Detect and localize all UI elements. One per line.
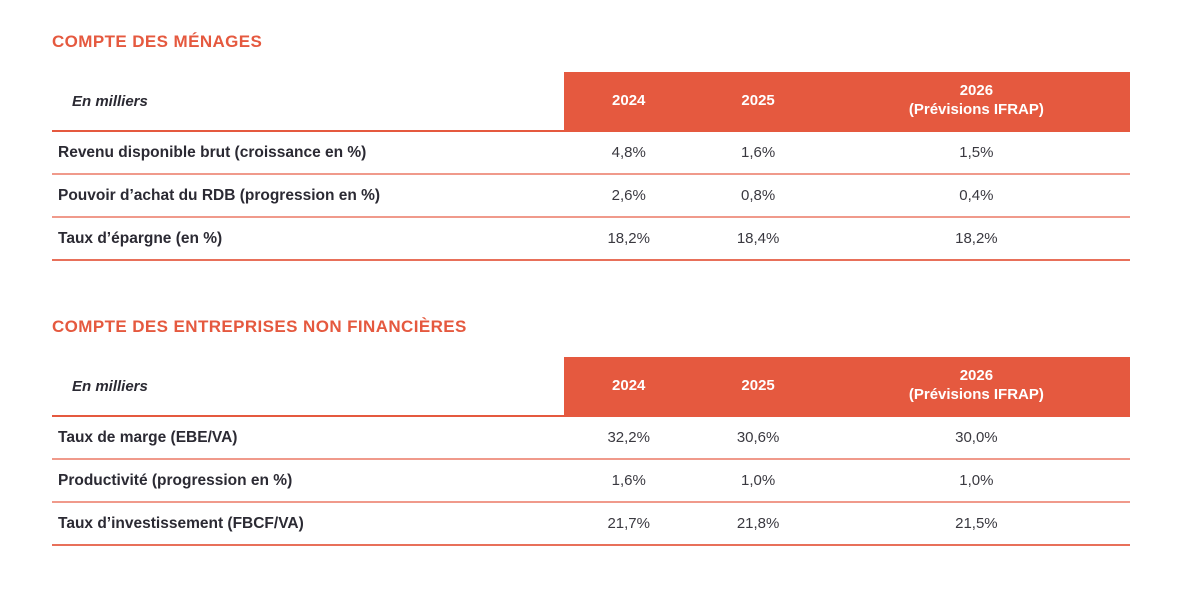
row-label: Pouvoir d’achat du RDB (progression en %… (52, 174, 565, 218)
value-cell: 18,2% (564, 217, 694, 261)
value-cell: 32,2% (564, 416, 694, 460)
table-row: Taux de marge (EBE/VA) 32,2% 30,6% 30,0% (52, 416, 1130, 460)
header-row: En milliers 2024 2025 2026 (Prévisions I… (52, 357, 1130, 417)
section-title-menages: COMPTE DES MÉNAGES (52, 32, 263, 51)
column-header-2026-sublabel: (Prévisions IFRAP) (908, 101, 1044, 118)
value-cell: 0,8% (693, 174, 823, 218)
value-cell: 4,8% (564, 131, 694, 175)
table-header: En milliers 2024 2025 2026 (Prévisions I… (52, 72, 1130, 132)
value-cell: 21,8% (693, 502, 823, 546)
unit-header: En milliers (52, 357, 565, 417)
column-header-2026-year: 2026 (959, 82, 994, 100)
section-title-entreprises: COMPTE DES ENTREPRISES NON FINANCIÈRES (52, 317, 467, 336)
row-label: Revenu disponible brut (croissance en %) (52, 131, 565, 175)
header-row: En milliers 2024 2025 2026 (Prévisions I… (52, 72, 1130, 132)
column-header-2026-sublabel: (Prévisions IFRAP) (908, 386, 1044, 403)
table-row: Revenu disponible brut (croissance en %)… (52, 131, 1130, 175)
table-row: Productivité (progression en %) 1,6% 1,0… (52, 459, 1130, 503)
section-entreprises: COMPTE DES ENTREPRISES NON FINANCIÈRES E… (52, 318, 1130, 546)
value-cell: 1,5% (822, 131, 1130, 175)
value-cell: 1,0% (822, 459, 1130, 503)
table-row: Taux d’investissement (FBCF/VA) 21,7% 21… (52, 502, 1130, 546)
row-label: Taux d’investissement (FBCF/VA) (52, 502, 565, 546)
value-cell: 0,4% (822, 174, 1130, 218)
column-header-2026-year: 2026 (959, 367, 994, 385)
value-cell: 30,0% (822, 416, 1130, 460)
column-header-2024: 2024 (564, 72, 694, 132)
table-row: Taux d’épargne (en %) 18,2% 18,4% 18,2% (52, 217, 1130, 261)
column-header-2026: 2026 (Prévisions IFRAP) (822, 357, 1130, 417)
table-row: Pouvoir d’achat du RDB (progression en %… (52, 174, 1130, 218)
table-entreprises: En milliers 2024 2025 2026 (Prévisions I… (52, 357, 1130, 546)
value-cell: 18,2% (822, 217, 1130, 261)
value-cell: 21,5% (822, 502, 1130, 546)
row-label: Productivité (progression en %) (52, 459, 565, 503)
column-header-2025: 2025 (693, 72, 823, 132)
page: COMPTE DES MÉNAGES En milliers 2024 2025… (52, 33, 1130, 546)
value-cell: 1,6% (564, 459, 694, 503)
value-cell: 1,0% (693, 459, 823, 503)
unit-header: En milliers (52, 72, 565, 132)
column-header-2024: 2024 (564, 357, 694, 417)
value-cell: 18,4% (693, 217, 823, 261)
value-cell: 1,6% (693, 131, 823, 175)
value-cell: 30,6% (693, 416, 823, 460)
section-menages: COMPTE DES MÉNAGES En milliers 2024 2025… (52, 33, 1130, 261)
column-header-2026: 2026 (Prévisions IFRAP) (822, 72, 1130, 132)
value-cell: 2,6% (564, 174, 694, 218)
table-header: En milliers 2024 2025 2026 (Prévisions I… (52, 357, 1130, 417)
row-label: Taux d’épargne (en %) (52, 217, 565, 261)
column-header-2025: 2025 (693, 357, 823, 417)
value-cell: 21,7% (564, 502, 694, 546)
row-label: Taux de marge (EBE/VA) (52, 416, 565, 460)
table-menages: En milliers 2024 2025 2026 (Prévisions I… (52, 72, 1130, 261)
